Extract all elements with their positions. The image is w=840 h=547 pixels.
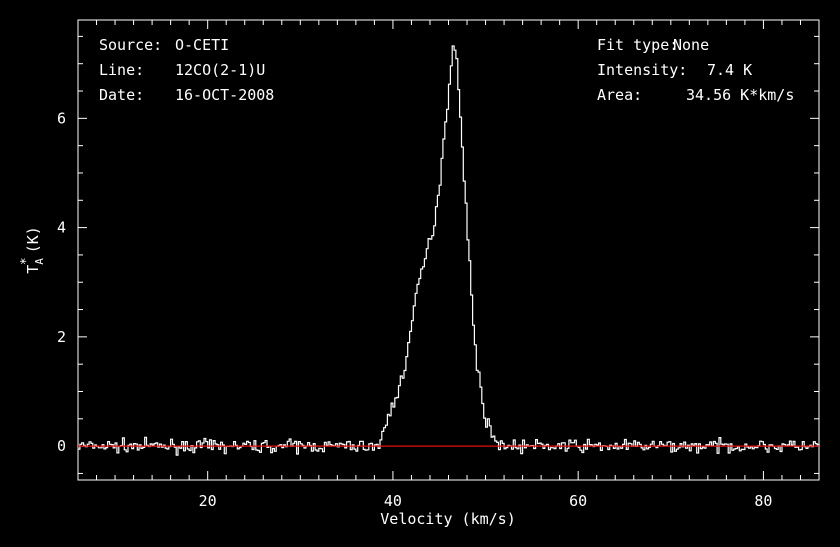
info-right: Fit type: None Intensity: 7.4 K Area: 34…: [597, 36, 794, 104]
info-left: Source: O-CETI Line: 12CO(2-1)U Date: 16…: [99, 36, 274, 104]
y-tick-label: 2: [57, 328, 66, 346]
y-tick-label: 6: [57, 109, 66, 127]
x-tick-label: 80: [754, 492, 772, 510]
area-key: Area:: [597, 86, 642, 104]
fit-type-key: Fit type:: [597, 36, 678, 54]
svg-text:TA*(K): TA* (K): [19, 226, 46, 274]
intensity-value: 7.4 K: [707, 61, 752, 79]
source-value: O-CETI: [175, 36, 229, 54]
spectrum-line: [78, 45, 820, 456]
x-tick-label: 60: [569, 492, 587, 510]
date-key: Date:: [99, 86, 144, 104]
y-axis-label-unit: (K): [24, 226, 42, 253]
y-axis-label-sup: *: [19, 257, 34, 265]
source-key: Source:: [99, 36, 162, 54]
intensity-key: Intensity:: [597, 61, 687, 79]
x-axis-label: Velocity (km/s): [380, 510, 515, 528]
fit-type-value: None: [673, 36, 709, 54]
series-group: [78, 45, 820, 456]
y-tick-label: 4: [57, 219, 66, 237]
area-value: 34.56 K*km/s: [686, 86, 794, 104]
axis-ticks: 20 40 60 80 0 2 4 6: [57, 20, 820, 510]
y-axis-label-main: T: [24, 265, 42, 274]
line-key: Line:: [99, 61, 144, 79]
y-axis-label-sub: A: [33, 258, 46, 265]
y-axis-label: TA* (K): [19, 226, 46, 274]
x-tick-label: 40: [384, 492, 402, 510]
x-tick-label: 20: [199, 492, 217, 510]
line-value: 12CO(2-1)U: [175, 61, 265, 79]
date-value: 16-OCT-2008: [175, 86, 274, 104]
y-tick-label: 0: [57, 437, 66, 455]
